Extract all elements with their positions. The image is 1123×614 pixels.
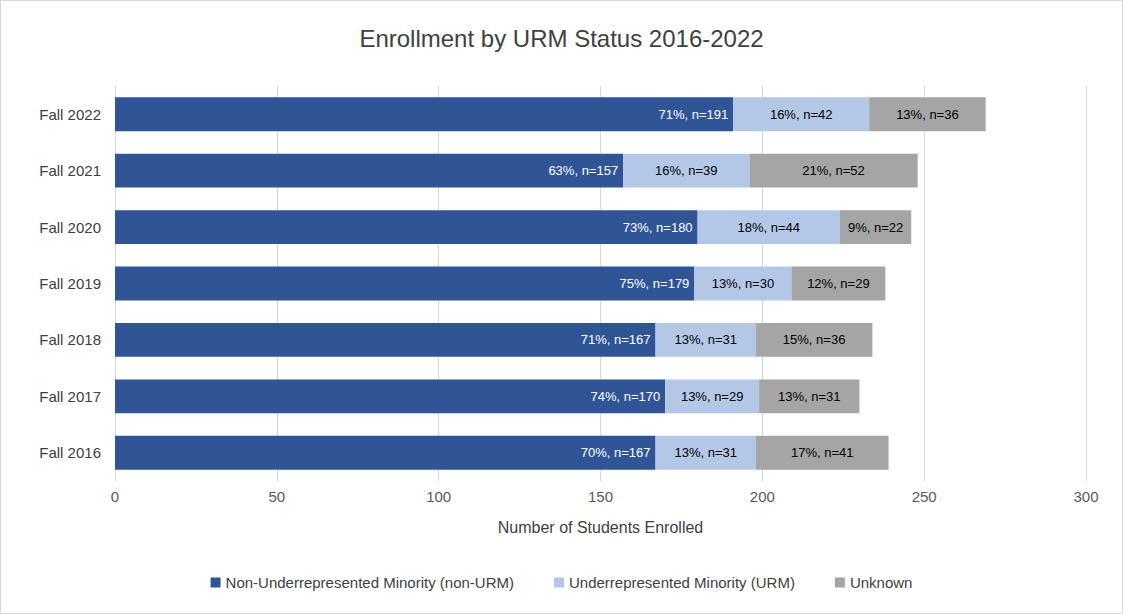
svg-text:21%, n=52: 21%, n=52 bbox=[802, 163, 865, 178]
svg-text:75%, n=179: 75%, n=179 bbox=[620, 276, 690, 291]
svg-text:74%, n=170: 74%, n=170 bbox=[590, 389, 660, 404]
svg-text:Underrepresented Minority (URM: Underrepresented Minority (URM) bbox=[569, 574, 795, 591]
svg-text:63%, n=157: 63%, n=157 bbox=[548, 163, 618, 178]
svg-text:71%, n=191: 71%, n=191 bbox=[658, 107, 728, 122]
svg-text:Fall 2016: Fall 2016 bbox=[39, 444, 101, 461]
svg-text:9%, n=22: 9%, n=22 bbox=[848, 220, 903, 235]
svg-text:Fall 2022: Fall 2022 bbox=[39, 106, 101, 123]
svg-text:100: 100 bbox=[426, 488, 451, 505]
svg-text:13%, n=30: 13%, n=30 bbox=[712, 276, 775, 291]
svg-text:Fall 2019: Fall 2019 bbox=[39, 275, 101, 292]
svg-text:13%, n=31: 13%, n=31 bbox=[778, 389, 841, 404]
svg-text:16%, n=42: 16%, n=42 bbox=[770, 107, 833, 122]
svg-text:200: 200 bbox=[750, 488, 775, 505]
svg-text:15%, n=36: 15%, n=36 bbox=[783, 332, 846, 347]
svg-text:50: 50 bbox=[268, 488, 285, 505]
svg-text:18%, n=44: 18%, n=44 bbox=[738, 220, 801, 235]
svg-text:13%, n=36: 13%, n=36 bbox=[896, 107, 959, 122]
svg-text:0: 0 bbox=[111, 488, 119, 505]
svg-text:Fall 2018: Fall 2018 bbox=[39, 331, 101, 348]
svg-text:73%, n=180: 73%, n=180 bbox=[623, 220, 693, 235]
svg-text:Unknown: Unknown bbox=[850, 574, 913, 591]
svg-text:17%, n=41: 17%, n=41 bbox=[791, 445, 854, 460]
svg-text:250: 250 bbox=[912, 488, 937, 505]
svg-text:16%, n=39: 16%, n=39 bbox=[655, 163, 718, 178]
svg-text:Fall 2021: Fall 2021 bbox=[39, 162, 101, 179]
svg-text:Enrollment by URM Status 2016-: Enrollment by URM Status 2016-2022 bbox=[359, 25, 763, 52]
svg-text:300: 300 bbox=[1073, 488, 1098, 505]
svg-text:13%, n=31: 13%, n=31 bbox=[674, 445, 737, 460]
svg-text:150: 150 bbox=[588, 488, 613, 505]
svg-text:Non-Underrepresented Minority: Non-Underrepresented Minority (non-URM) bbox=[226, 574, 514, 591]
svg-text:71%, n=167: 71%, n=167 bbox=[581, 332, 651, 347]
svg-text:Fall 2020: Fall 2020 bbox=[39, 219, 101, 236]
svg-text:13%, n=29: 13%, n=29 bbox=[681, 389, 744, 404]
svg-text:13%, n=31: 13%, n=31 bbox=[674, 332, 737, 347]
svg-text:70%, n=167: 70%, n=167 bbox=[581, 445, 651, 460]
svg-text:12%, n=29: 12%, n=29 bbox=[807, 276, 870, 291]
svg-text:Number of Students Enrolled: Number of Students Enrolled bbox=[498, 519, 703, 536]
svg-text:Fall 2017: Fall 2017 bbox=[39, 388, 101, 405]
